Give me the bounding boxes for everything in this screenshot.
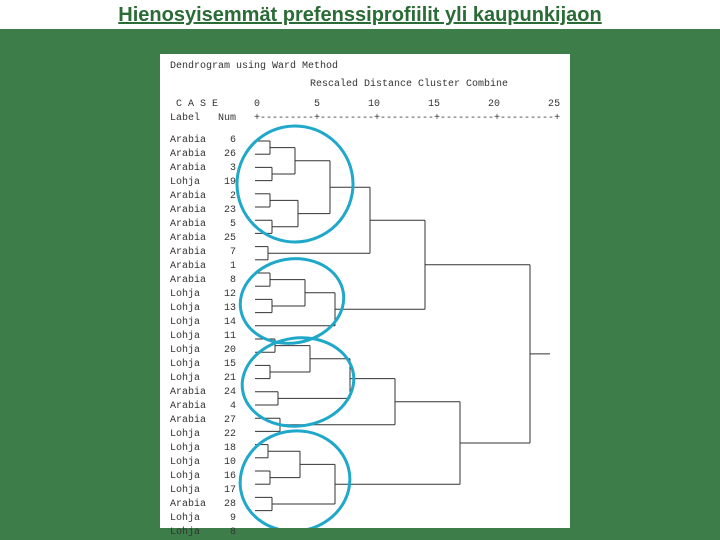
dendrogram-panel: Dendrogram using Ward Method Rescaled Di… (160, 54, 570, 528)
dendrogram-svg (160, 54, 570, 528)
page-title: Hienosyisemmät prefenssiprofiilit yli ka… (118, 4, 601, 26)
title-bar: Hienosyisemmät prefenssiprofiilit yli ka… (0, 0, 720, 31)
